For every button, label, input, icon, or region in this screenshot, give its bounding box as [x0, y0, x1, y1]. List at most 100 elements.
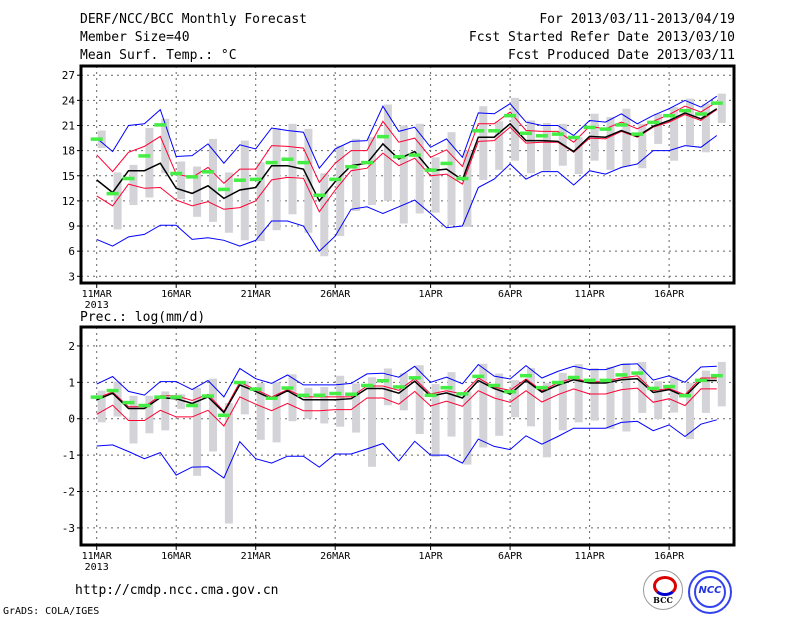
- y-tick-label: 21: [62, 119, 75, 132]
- obs-dash: [679, 393, 691, 398]
- ensemble-range-bar: [717, 93, 726, 123]
- ensemble-range-bar: [161, 391, 170, 431]
- ensemble-range-bar: [542, 383, 551, 458]
- ensemble-range-bar: [224, 172, 233, 233]
- ensemble-range-bar: [463, 150, 472, 227]
- ensemble-range-bar: [320, 173, 329, 257]
- ensemble-range-bar: [288, 374, 297, 422]
- obs-dash: [647, 120, 660, 125]
- ensemble-range-bar: [177, 161, 186, 200]
- obs-dash: [488, 383, 501, 388]
- bcc-logo: BCC: [643, 570, 683, 610]
- obs-dash: [472, 374, 485, 379]
- obs-dash: [583, 125, 596, 130]
- obs-dash: [663, 384, 676, 389]
- ensemble-range-bar: [399, 125, 408, 224]
- series-mean: [96, 377, 717, 414]
- ensemble-range-bar: [113, 381, 122, 417]
- obs-dash: [504, 113, 517, 118]
- forecast-period: For 2013/03/11-2013/04/19: [539, 12, 735, 27]
- obs-dash: [408, 376, 421, 380]
- obs-dash: [710, 101, 723, 105]
- ensemble-range-bar: [240, 140, 249, 241]
- obs-dash: [567, 135, 580, 140]
- obs-dash: [615, 373, 628, 377]
- ensemble-range-bar: [352, 383, 361, 433]
- ensemble-range-bar: [479, 363, 488, 448]
- x-tick-label: 11MAR: [82, 551, 113, 562]
- ensemble-range-bar: [320, 387, 329, 424]
- obs-dash: [472, 129, 485, 133]
- source-url[interactable]: http://cmdp.ncc.cma.gov.cn: [75, 583, 279, 598]
- ensemble-range-bar: [447, 372, 456, 437]
- obs-dash: [202, 170, 214, 174]
- ensemble-range-bar: [495, 373, 504, 436]
- series-lower-blue: [96, 135, 718, 252]
- x-tick-year: 2013: [85, 300, 109, 311]
- y-tick-label: 18: [62, 145, 75, 158]
- ensemble-range-bar: [177, 394, 186, 409]
- obs-dash: [424, 168, 437, 172]
- ensemble-range-bar: [256, 162, 265, 242]
- obs-dash: [440, 161, 453, 166]
- y-tick-label: 24: [62, 94, 76, 107]
- x-tick-label: 16MAR: [161, 289, 192, 300]
- series-lower-blue: [96, 419, 717, 479]
- series-upper-red: [96, 101, 718, 184]
- obs-dash: [440, 385, 453, 390]
- y-tick-label: -1: [62, 449, 75, 462]
- ensemble-range-bar: [272, 382, 281, 443]
- ensemble-range-bar: [304, 387, 313, 419]
- variable-label: Mean Surf. Temp.: °C: [80, 48, 237, 63]
- ensemble-range-bar: [336, 145, 345, 237]
- obs-dash: [631, 132, 644, 136]
- obs-dash: [90, 395, 103, 399]
- ensemble-range-bar: [304, 128, 313, 233]
- ensemble-range-bar: [97, 390, 106, 423]
- obs-dash: [233, 178, 246, 182]
- obs-dash: [361, 160, 373, 165]
- ensemble-range-bar: [527, 120, 535, 174]
- obs-dash: [202, 394, 214, 398]
- obs-dash: [663, 113, 676, 118]
- ensemble-range-bar: [686, 383, 694, 440]
- ensemble-range-bar: [447, 132, 456, 226]
- obs-dash: [631, 371, 644, 375]
- obs-dash: [186, 175, 199, 179]
- obs-dash: [154, 123, 167, 127]
- plot-frame: [79, 64, 736, 285]
- obs-dash: [265, 160, 278, 165]
- ensemble-range-bar: [431, 157, 440, 213]
- x-tick-label: 26MAR: [320, 289, 351, 300]
- x-tick-label: 26MAR: [320, 551, 351, 562]
- x-tick-label: 1APR: [419, 551, 444, 562]
- obs-dash: [122, 176, 135, 181]
- obs-dash: [408, 153, 421, 157]
- ensemble-range-bar: [368, 377, 376, 467]
- obs-dash: [106, 388, 119, 393]
- series-upper-blue: [96, 363, 717, 398]
- precip-label: Prec.: log(mm/d): [80, 310, 206, 325]
- y-tick-label: 1: [68, 376, 75, 389]
- ensemble-range-bar: [368, 137, 376, 206]
- x-tick-label: 16APR: [654, 289, 685, 300]
- ensemble-range-bar: [431, 384, 440, 457]
- obs-dash: [376, 134, 389, 139]
- obs-dash: [520, 373, 532, 378]
- obs-dash: [170, 395, 183, 399]
- obs-dash: [138, 403, 151, 408]
- obs-dash: [392, 385, 405, 389]
- series-upper-blue: [96, 95, 718, 170]
- x-tick-label: 16MAR: [161, 551, 192, 562]
- ensemble-range-bar: [638, 361, 647, 413]
- obs-dash: [297, 393, 310, 398]
- ensemble-range-bar: [527, 368, 535, 427]
- obs-dash: [599, 378, 612, 383]
- obs-dash: [313, 193, 326, 198]
- obs-dash: [392, 154, 405, 159]
- series-lower-red: [96, 387, 717, 427]
- ensemble-range-bar: [654, 113, 663, 144]
- obs-dash: [504, 389, 517, 394]
- x-tick-label: 21MAR: [241, 551, 272, 562]
